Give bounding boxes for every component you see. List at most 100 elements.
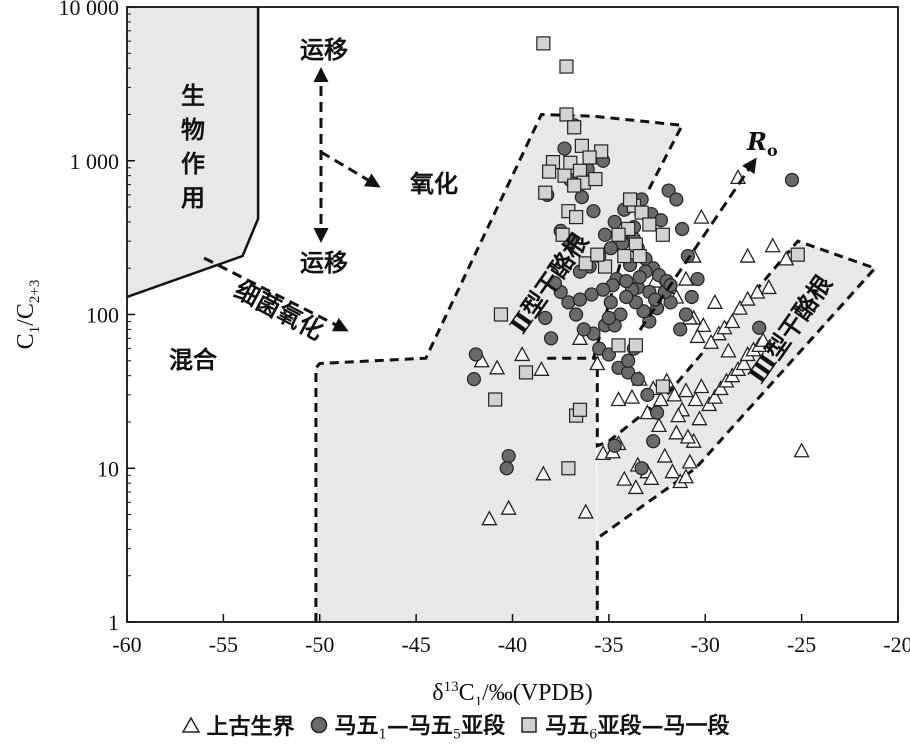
bio-label-char: 物	[181, 115, 205, 144]
circle-point	[669, 192, 684, 207]
triangle-point	[589, 355, 606, 371]
circle-point	[661, 183, 676, 198]
square-point	[590, 247, 605, 262]
x-tick-label: -30	[691, 632, 720, 657]
triangle-point	[760, 279, 777, 295]
x-tick-label: -35	[594, 632, 623, 657]
square-point	[588, 171, 603, 187]
triangle-point	[488, 359, 506, 375]
circle-point	[603, 241, 618, 256]
square-point	[611, 227, 626, 242]
circle-point	[538, 310, 553, 326]
oxidation-label: 氧化	[410, 169, 458, 198]
square-point	[572, 163, 588, 178]
square-point	[488, 392, 503, 407]
square-point	[655, 379, 670, 394]
mix-label: 混合	[169, 345, 218, 374]
triangle-point	[668, 424, 685, 440]
x-tick-label: -55	[209, 632, 238, 657]
triangle-point	[681, 453, 698, 469]
triangle-point	[571, 329, 589, 345]
circle-point	[572, 292, 588, 307]
circle-point	[597, 227, 613, 242]
triangle-point	[749, 283, 766, 299]
triangle-point	[706, 388, 723, 404]
legend: 上古生界 马五1—马五5亚段 马五6亚段—马一段	[0, 706, 910, 744]
square-point	[572, 402, 588, 417]
triangle-point	[687, 391, 704, 407]
x-tick-label: -50	[305, 632, 334, 657]
circle-point	[619, 289, 634, 305]
triangle-point	[656, 447, 673, 463]
square-marker-icon	[521, 717, 537, 733]
circle-point	[636, 304, 651, 319]
legend-item-circle: 马五1—马五5亚段	[309, 708, 505, 742]
legend-label: 马五6亚段—马一段	[545, 712, 730, 743]
triangle-point	[677, 382, 695, 398]
bio-label-char: 用	[181, 183, 205, 212]
triangle-marker-icon	[181, 716, 200, 733]
triangle-point	[679, 428, 696, 444]
migration-down-label: 运移	[300, 248, 348, 277]
circle-point	[607, 438, 622, 453]
circle-point	[543, 331, 559, 346]
triangle-point	[689, 328, 706, 344]
triangle-point	[627, 479, 644, 495]
triangle-point	[778, 250, 795, 266]
triangle-point	[693, 378, 710, 394]
circle-point	[640, 387, 655, 402]
bacterial-oxidation-arrow	[203, 256, 349, 332]
triangle-point	[670, 407, 687, 423]
circle-point	[784, 172, 800, 188]
bio-zone	[127, 7, 259, 297]
circle-point	[684, 289, 699, 305]
triangle-point	[652, 391, 670, 407]
square-point	[617, 248, 632, 264]
oxidation-arrow	[320, 150, 381, 188]
y-axis-title: C1/C2+3	[13, 280, 43, 350]
triangle-point	[481, 510, 498, 526]
square-point	[574, 138, 589, 153]
triangle-point	[735, 355, 752, 371]
triangle-point	[664, 463, 681, 479]
triangle-point	[610, 391, 627, 407]
square-point	[559, 59, 574, 74]
triangle-point	[739, 247, 756, 263]
circle-point	[632, 270, 647, 285]
square-point	[542, 164, 557, 179]
y-tick-label: 10	[97, 456, 119, 481]
y-tick-label: 10 000	[59, 0, 120, 20]
triangle-point	[500, 499, 517, 515]
square-point	[632, 248, 647, 264]
low-maturity-zone	[315, 114, 598, 622]
x-tick-label: -25	[787, 632, 816, 657]
triangle-point	[720, 342, 737, 358]
triangle-point	[616, 470, 633, 486]
legend-label: 上古生界	[206, 714, 295, 740]
square-point	[578, 256, 593, 271]
triangle-point	[677, 468, 695, 484]
circle-point	[673, 322, 688, 337]
axes-layer: -60 -55 -50 -45 -40 -35 -30 -25 -20 1 10 100 1 000 10…	[13, 0, 910, 705]
triangle-point	[643, 469, 660, 485]
square-point	[536, 36, 551, 51]
circle-point	[576, 322, 591, 337]
square-point	[555, 227, 570, 242]
square-point	[567, 120, 582, 135]
circle-point	[603, 295, 618, 310]
x-axis-title: δ13C1/‰(VPDB)	[432, 679, 593, 705]
x-tick-label: -20	[883, 632, 910, 657]
square-point	[634, 205, 649, 220]
triangle-point	[702, 333, 720, 349]
circle-point	[690, 271, 705, 287]
circle-point	[621, 353, 636, 368]
circle-point	[680, 248, 696, 264]
legend-item-triangle: 上古生界	[181, 709, 295, 741]
square-point	[611, 338, 626, 353]
circle-point	[584, 287, 599, 302]
circle-point	[630, 372, 645, 387]
triangle-point	[693, 208, 710, 224]
circle-point	[607, 214, 622, 230]
y-tick-label: 1	[108, 610, 119, 635]
square-point	[569, 210, 584, 225]
